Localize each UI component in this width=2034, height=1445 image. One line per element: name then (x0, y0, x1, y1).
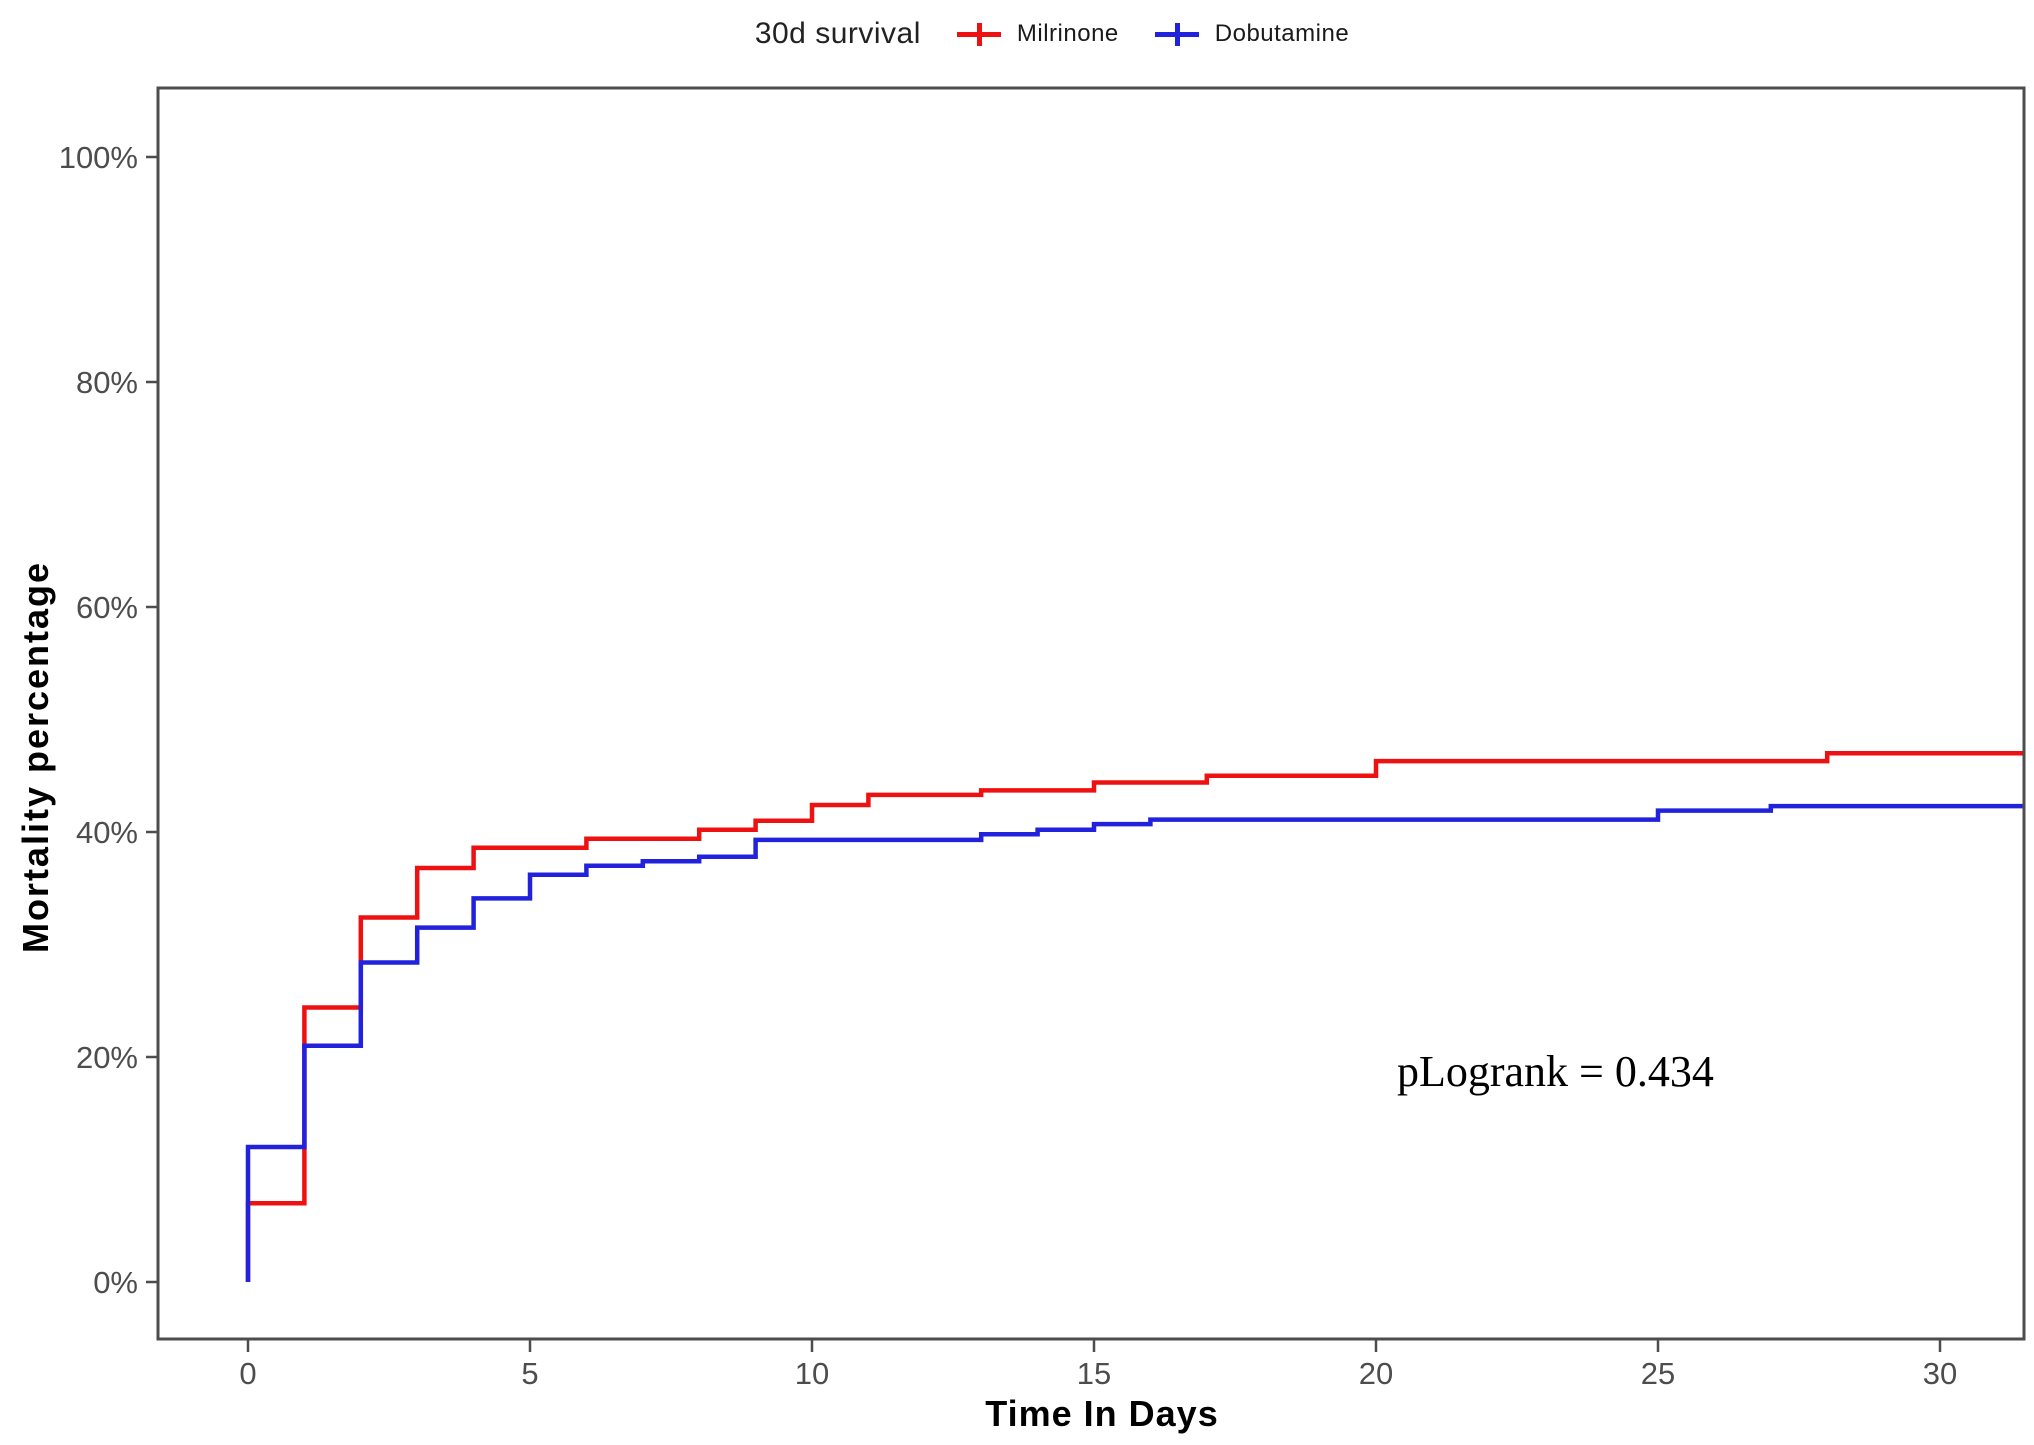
y-tick-label: 60% (76, 590, 138, 625)
y-tick-label: 80% (76, 365, 138, 400)
y-tick-label: 20% (76, 1040, 138, 1075)
x-tick-label: 10 (795, 1356, 829, 1391)
x-tick-label: 5 (521, 1356, 538, 1391)
y-axis-title: Mortality percentage (15, 560, 56, 954)
logrank-annotation: pLogrank = 0.434 (1397, 1047, 1714, 1096)
x-tick-label: 0 (239, 1356, 256, 1391)
legend-item-dobutamine: Dobutamine (1154, 19, 1350, 49)
y-tick-label: 100% (59, 140, 138, 175)
legend-label-milrinone: Milrinone (1016, 20, 1119, 47)
dobutamine-line-key-icon (1154, 19, 1199, 49)
legend-title: 30d survival (754, 17, 921, 50)
x-tick-label: 25 (1641, 1356, 1675, 1391)
x-tick-label: 30 (1923, 1356, 1957, 1391)
y-tick-label: 40% (76, 815, 138, 850)
x-tick-label: 15 (1077, 1356, 1111, 1391)
legend-item-milrinone: Milrinone (956, 19, 1119, 49)
km-curve-milrinone (245, 751, 2024, 1282)
milrinone-line-key-icon (956, 19, 1001, 49)
x-axis-title: Time In Days (985, 1393, 1219, 1434)
x-tick-label: 20 (1359, 1356, 1393, 1391)
legend: 30d survival Milrinone Dobutamine (70, 8, 2034, 60)
legend-label-dobutamine: Dobutamine (1214, 20, 1350, 47)
panel-border (156, 86, 2026, 1341)
km-curve-dobutamine (245, 803, 2024, 1282)
y-tick-label: 0% (93, 1265, 138, 1300)
